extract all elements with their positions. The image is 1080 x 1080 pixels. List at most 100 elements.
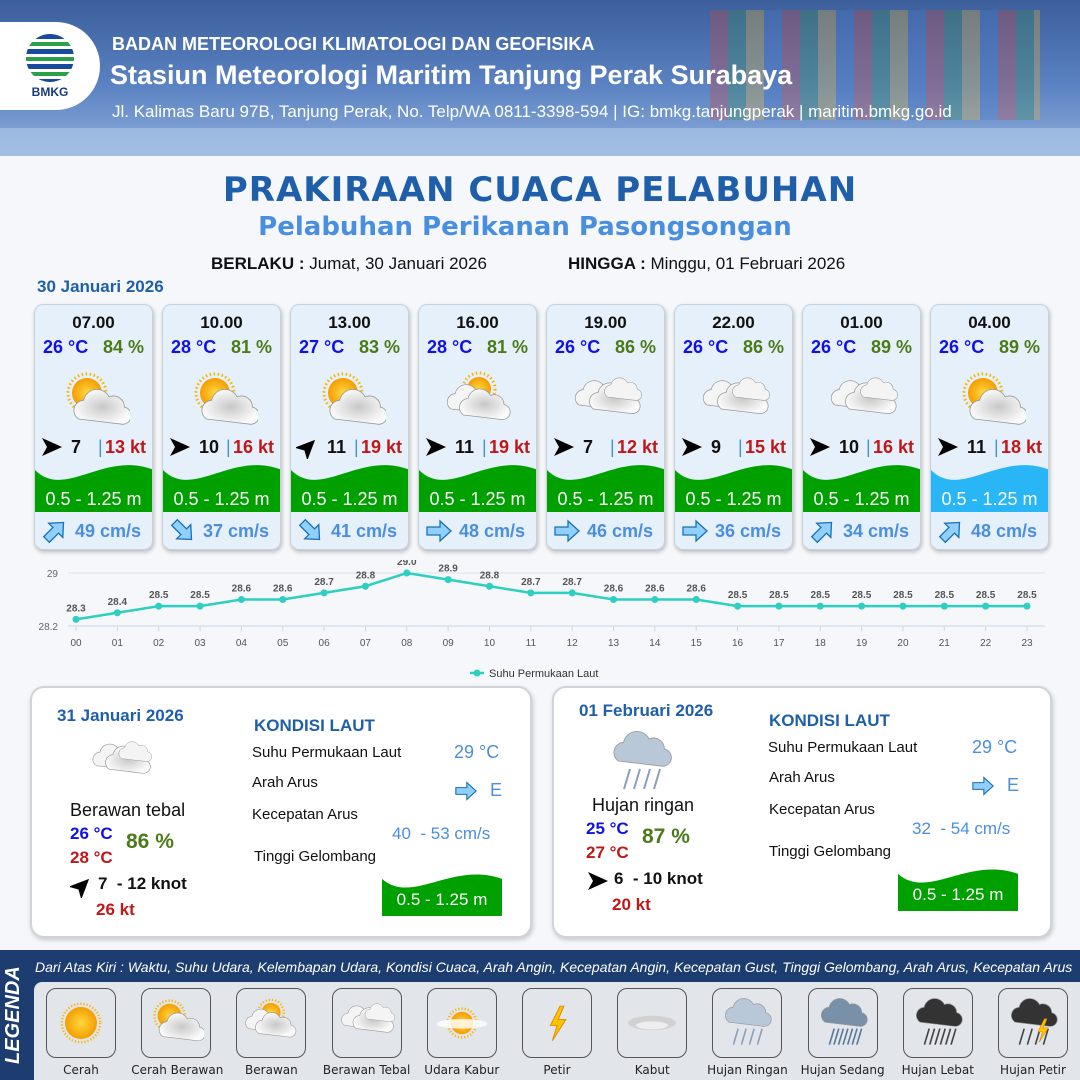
valid-to-value: Minggu, 01 Februari 2026 [650, 254, 846, 273]
data-point[interactable] [568, 589, 576, 597]
logo-text: BMKG [31, 84, 69, 99]
wave-height: 0.5 - 1.25 m [45, 489, 142, 509]
humidity: 81 % [230, 337, 272, 357]
legend-item: Kabut [607, 988, 697, 1077]
separator: | [866, 437, 871, 457]
data-point[interactable] [237, 596, 245, 603]
data-point[interactable] [444, 576, 452, 584]
data-point[interactable] [527, 589, 535, 597]
data-point[interactable] [485, 582, 493, 590]
sea-condition-title: KONDISI LAUT [254, 716, 375, 735]
x-tick-label: 22 [980, 638, 992, 649]
legend-icon-frame [141, 988, 212, 1058]
data-point[interactable] [651, 596, 659, 603]
legend-item-label: Hujan Lebat [901, 1063, 974, 1077]
bmkg-globe-icon [26, 33, 74, 82]
x-tick-label: 01 [112, 638, 124, 649]
air-temperature: 26 °C [811, 337, 857, 357]
sst-value: 29 °C [972, 737, 1018, 757]
data-point[interactable] [734, 602, 742, 610]
daily-panel-1: 31 Januari 2026 Berawan tebal 26 °C 28 °… [30, 686, 532, 938]
data-point[interactable] [816, 602, 824, 610]
data-point[interactable] [610, 596, 618, 603]
legend-item: Hujan Ringan [702, 988, 792, 1077]
legend-label[interactable]: Suhu Permukaan Laut [489, 668, 598, 680]
berawan-tebal-icon [574, 377, 642, 414]
data-label: 28.7 [521, 577, 541, 588]
data-point[interactable] [775, 602, 783, 610]
hujan-lebat-icon [915, 998, 963, 1045]
forecast-card: 04.00 26 °C 89 % 11 | 18 kt 0.5 - 1.25 m… [930, 304, 1049, 550]
data-point[interactable] [320, 589, 328, 597]
wind-speed: 11 [967, 437, 987, 457]
legend-description: Dari Atas Kiri : Waktu, Suhu Udara, Kele… [35, 959, 1073, 975]
x-tick-label: 08 [401, 638, 413, 649]
data-label: 28.5 [769, 590, 789, 601]
cerah-icon [60, 1002, 102, 1044]
data-point[interactable] [1023, 602, 1031, 610]
data-point[interactable] [279, 596, 287, 603]
separator: | [354, 437, 359, 457]
forecast-time: 10.00 [200, 313, 243, 332]
wave-height-label: Tinggi Gelombang [254, 848, 377, 865]
valid-to-label: HINGGA : [568, 254, 646, 273]
legend-icon-frame [426, 988, 497, 1058]
sst-label: Suhu Permukaan Laut [252, 744, 402, 761]
data-point[interactable] [155, 602, 163, 610]
data-point[interactable] [361, 582, 369, 590]
current-speed-range: 32 - 54 cm/s [912, 819, 1011, 838]
data-label: 28.7 [562, 577, 582, 588]
wave-height-label: Tinggi Gelombang [769, 843, 892, 860]
berawan-tebal-icon [340, 1003, 395, 1033]
wind-speed: 11 [327, 437, 347, 457]
data-point[interactable] [982, 602, 990, 610]
humidity: 89 % [998, 337, 1040, 357]
gust-speed: 15 kt [744, 437, 786, 457]
legend-icon-frame [807, 988, 878, 1058]
valid-from-value: Jumat, 30 Januari 2026 [309, 254, 487, 273]
legend-icon-frame [617, 988, 688, 1058]
data-label: 28.6 [604, 584, 624, 595]
legend-icon-frame [712, 988, 783, 1058]
day-label: 30 Januari 2026 [37, 277, 164, 296]
hujan-ringan-icon [613, 730, 672, 790]
daily-date: 01 Februari 2026 [579, 701, 714, 720]
humidity: 83 % [358, 337, 400, 357]
humidity: 86 % [126, 830, 174, 853]
wind-speed: 10 [199, 437, 220, 457]
forecast-time: 04.00 [968, 313, 1011, 332]
x-tick-label: 14 [649, 638, 661, 649]
data-point[interactable] [113, 609, 121, 617]
data-label: 28.5 [976, 590, 996, 601]
current-direction-icon [972, 776, 994, 796]
forecast-time: 22.00 [712, 313, 755, 332]
valid-from-label: BERLAKU : [211, 254, 305, 273]
data-point[interactable] [72, 615, 80, 623]
wind-direction-icon [938, 438, 958, 456]
data-point[interactable] [403, 569, 411, 577]
valid-from: BERLAKU : Jumat, 30 Januari 2026 [211, 254, 487, 274]
current-speed: 48 cm/s [459, 521, 526, 541]
legend-icons: Cerah Cerah Berawan Berawan Berawan Tebal Ud… [34, 982, 1080, 1080]
x-tick-label: 04 [236, 638, 248, 649]
data-point[interactable] [940, 602, 948, 610]
wave-height: 0.5 - 1.25 m [557, 489, 654, 509]
legend-item: Hujan Lebat [893, 988, 983, 1077]
valid-to: HINGGA : Minggu, 01 Februari 2026 [568, 254, 845, 274]
wave-height: 0.5 - 1.25 m [173, 489, 270, 509]
data-point[interactable] [692, 596, 700, 603]
gust-speed: 16 kt [872, 437, 914, 457]
data-point[interactable] [899, 602, 907, 610]
forecast-card: 16.00 28 °C 81 % 11 | 19 kt 0.5 - 1.25 m… [418, 304, 537, 550]
wave-graphic [547, 465, 664, 512]
x-tick-label: 12 [567, 638, 579, 649]
data-point[interactable] [858, 602, 866, 610]
gust-speed: 19 kt [360, 437, 402, 457]
data-label: 28.5 [149, 590, 169, 601]
forecast-time: 16.00 [456, 313, 499, 332]
data-point[interactable] [196, 602, 204, 610]
legend-item-label: Petir [543, 1063, 571, 1077]
data-label: 28.4 [108, 597, 128, 608]
air-temperature: 27 °C [299, 337, 345, 357]
wave-graphic [35, 465, 152, 512]
